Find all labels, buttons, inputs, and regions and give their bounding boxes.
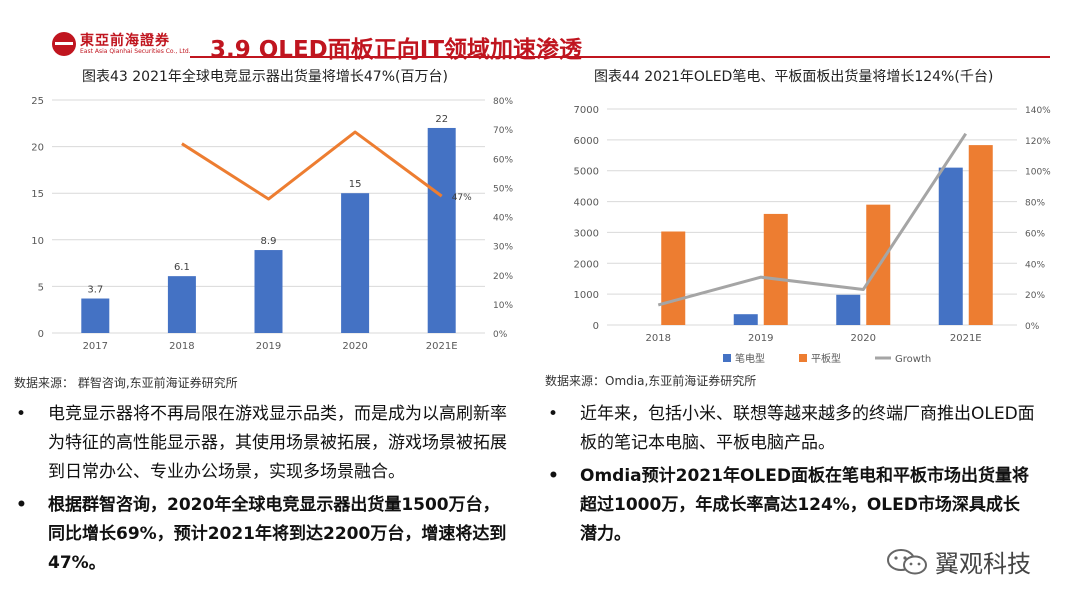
legend-label: 平板型 [811,352,841,365]
y-tick-label: 5 [38,282,44,293]
bar [254,250,283,333]
bar [341,193,370,333]
x-tick-label: 2018 [169,341,194,352]
y-tick-label: 7000 [574,105,599,116]
data-label: 6.1 [174,262,190,273]
y2-tick-label: 30% [493,243,513,253]
x-tick-label: 2019 [256,341,281,352]
x-tick-label: 2021E [950,333,982,344]
y2-tick-label: 140% [1025,106,1051,116]
line-data-label: 47% [452,193,472,203]
bar [836,294,861,325]
y-tick-label: 5000 [574,167,599,178]
right-source: 数据来源：Omdia,东亚前海证券研究所 [545,374,757,388]
bar [968,145,993,325]
legend-label: Growth [895,354,931,365]
logo-mark-icon [52,32,76,56]
y-tick-label: 6000 [574,136,599,147]
legend-swatch [723,354,731,362]
y-tick-label: 0 [593,321,599,332]
left-bullet-1-text: 电竞显示器将不再局限在游戏显示品类，而是成为以高刷新率为特征的高性能显示器，其使… [48,404,507,482]
data-label: 22 [435,114,448,125]
x-tick-label: 2021E [426,341,458,352]
y2-tick-label: 10% [493,301,513,311]
right-bullet-1-text: 近年来，包括小米、联想等越来越多的终端厂商推出OLED面板的笔记本电脑、平板电脑… [580,404,1035,453]
bar [733,314,758,325]
bullet-dot: • [548,404,559,424]
y2-tick-label: 70% [493,126,513,136]
x-tick-label: 2020 [342,341,367,352]
bar [938,167,963,325]
y-tick-label: 3000 [574,228,599,239]
left-bullet-2: • 根据群智咨询，2020年全球电竞显示器出货量1500万台，同比增长69%，预… [14,491,514,578]
logo-name-cn: 東亞前海證券 [80,33,170,49]
bar [167,276,196,333]
y2-tick-label: 20% [1025,291,1045,301]
y2-tick-label: 40% [1025,260,1045,270]
y2-tick-label: 50% [493,184,513,194]
series-line [181,130,443,201]
y-tick-label: 2000 [574,259,599,270]
right-bullet-2-text: Omdia预计2021年OLED面板在笔电和平板市场出货量将超过1000万，年成… [580,466,1029,544]
logo-name-en: East Asia Qianhai Securities Co., Ltd. [80,48,191,55]
series-line [657,132,968,307]
right-bullet-list: • 近年来，包括小米、联想等越来越多的终端厂商推出OLED面板的笔记本电脑、平板… [546,400,1036,553]
watermark-text: 翼观科技 [935,550,1031,578]
y-tick-label: 0 [38,329,44,340]
company-logo: 東亞前海證券 East Asia Qianhai Securities Co.,… [52,30,202,60]
title-underline [190,56,1050,58]
right-bullet-1: • 近年来，包括小米、联想等越来越多的终端厂商推出OLED面板的笔记本电脑、平板… [546,400,1036,458]
y2-tick-label: 60% [1025,229,1045,239]
wechat-icon [887,549,927,575]
y-tick-label: 10 [31,236,44,247]
data-label: 8.9 [261,236,277,247]
bullet-dot: • [16,404,27,424]
data-label: 15 [349,179,362,190]
bar [661,231,686,325]
y2-tick-label: 120% [1025,137,1051,147]
y2-tick-label: 100% [1025,168,1051,178]
bullet-dot: • [16,495,27,515]
legend-swatch [799,354,807,362]
left-bullet-1: • 电竞显示器将不再局限在游戏显示品类，而是成为以高刷新率为特征的高性能显示器，… [14,400,514,487]
y-tick-label: 15 [31,189,44,200]
y2-tick-label: 80% [1025,199,1045,209]
left-chart: 0 5 10 15 20 25 0% 10% 20% 30% 40% 50% 60% 70% 80% 2017… [31,96,513,352]
left-bullet-2-text: 根据群智咨询，2020年全球电竞显示器出货量1500万台，同比增长69%，预计2… [48,495,507,573]
y2-tick-label: 40% [493,214,513,224]
x-tick-label: 2017 [83,341,108,352]
page-title: 3.9 OLED面板正向IT领域加速渗透 [210,37,583,63]
bar [763,213,788,325]
slide-header: 東亞前海證券 East Asia Qianhai Securities Co.,… [0,0,1080,63]
y2-tick-label: 0% [1025,322,1040,332]
y2-tick-label: 80% [493,97,513,107]
bar [81,298,110,333]
y2-tick-label: 60% [493,155,513,165]
right-chart-title: 图表44 2021年OLED笔电、平板面板出货量将增长124%(千台) [594,69,994,85]
watermark: 翼观科技 [885,540,1055,580]
right-bullet-2: • Omdia预计2021年OLED面板在笔电和平板市场出货量将超过1000万，… [546,462,1036,549]
y-tick-label: 1000 [574,290,599,301]
y2-tick-label: 0% [493,330,508,340]
data-label: 3.7 [87,285,103,296]
y-tick-label: 25 [31,96,44,107]
right-chart: 0 1000 2000 3000 4000 5000 6000 7000 0% 20% 40% 60%… [574,105,1052,365]
y-tick-label: 4000 [574,198,599,209]
y-tick-label: 20 [31,143,44,154]
bullet-dot: • [548,466,559,486]
legend-label: 笔电型 [735,352,765,365]
y2-tick-label: 20% [493,272,513,282]
bar [427,127,456,334]
left-chart-title: 图表43 2021年全球电竞显示器出货量将增长47%(百万台) [82,69,448,85]
left-bullet-list: • 电竞显示器将不再局限在游戏显示品类，而是成为以高刷新率为特征的高性能显示器，… [14,400,514,582]
x-tick-label: 2018 [646,333,671,344]
x-tick-label: 2020 [851,333,876,344]
x-tick-label: 2019 [748,333,773,344]
left-source: 数据来源： 群智咨询,东亚前海证券研究所 [14,376,238,390]
